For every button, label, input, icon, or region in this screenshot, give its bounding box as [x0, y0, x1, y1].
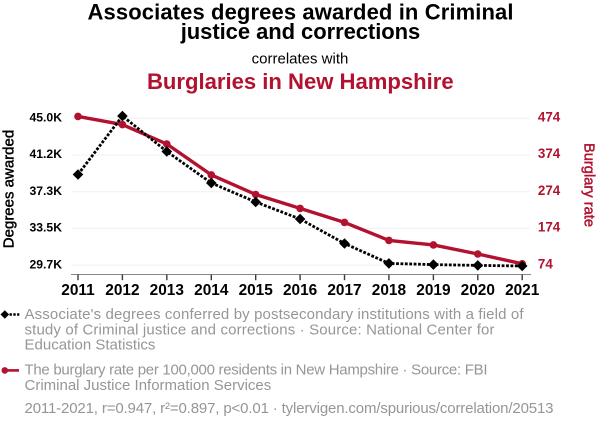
svg-text:2018: 2018	[372, 282, 407, 299]
svg-text:Education Statistics: Education Statistics	[25, 337, 156, 354]
svg-text:study of Criminal justice and: study of Criminal justice and correction…	[25, 321, 495, 338]
svg-text:2021: 2021	[505, 282, 540, 299]
svg-text:The burglary rate per 100,000: The burglary rate per 100,000 residents …	[25, 361, 488, 378]
svg-text:374: 374	[538, 146, 561, 161]
svg-text:Associates degrees awarded in: Associates degrees awarded in Criminal	[88, 0, 514, 25]
svg-text:274: 274	[538, 183, 561, 198]
svg-text:Associate's degrees conferred: Associate's degrees conferred by postsec…	[25, 306, 525, 323]
svg-text:2020: 2020	[461, 282, 495, 299]
svg-text:Burglaries in New Hampshire: Burglaries in New Hampshire	[147, 69, 454, 94]
svg-text:74: 74	[538, 256, 553, 271]
svg-text:37.3K: 37.3K	[29, 184, 62, 198]
svg-text:2011: 2011	[61, 282, 95, 299]
svg-text:2017: 2017	[327, 282, 361, 299]
svg-text:45.0K: 45.0K	[29, 111, 62, 125]
svg-text:2014: 2014	[194, 282, 229, 299]
svg-text:justice and corrections: justice and corrections	[180, 19, 421, 44]
svg-text:2012: 2012	[105, 282, 139, 299]
svg-text:Criminal Justice Information S: Criminal Justice Information Services	[25, 377, 272, 394]
svg-text:2011-2021, r=0.947, r²=0.897,: 2011-2021, r=0.947, r²=0.897, p<0.01 · t…	[25, 400, 554, 417]
svg-text:2013: 2013	[150, 282, 184, 299]
svg-text:41.2K: 41.2K	[29, 147, 62, 161]
svg-text:33.5K: 33.5K	[29, 221, 62, 235]
svg-text:2019: 2019	[416, 282, 450, 299]
svg-text:474: 474	[538, 110, 561, 125]
svg-text:correlates with: correlates with	[252, 51, 349, 68]
svg-text:174: 174	[538, 220, 561, 235]
svg-text:2016: 2016	[283, 282, 317, 299]
svg-text:2015: 2015	[239, 282, 274, 299]
svg-text:29.7K: 29.7K	[29, 257, 62, 271]
svg-text:Burglary rate: Burglary rate	[581, 143, 597, 227]
svg-text:Degrees awarded: Degrees awarded	[1, 130, 18, 248]
